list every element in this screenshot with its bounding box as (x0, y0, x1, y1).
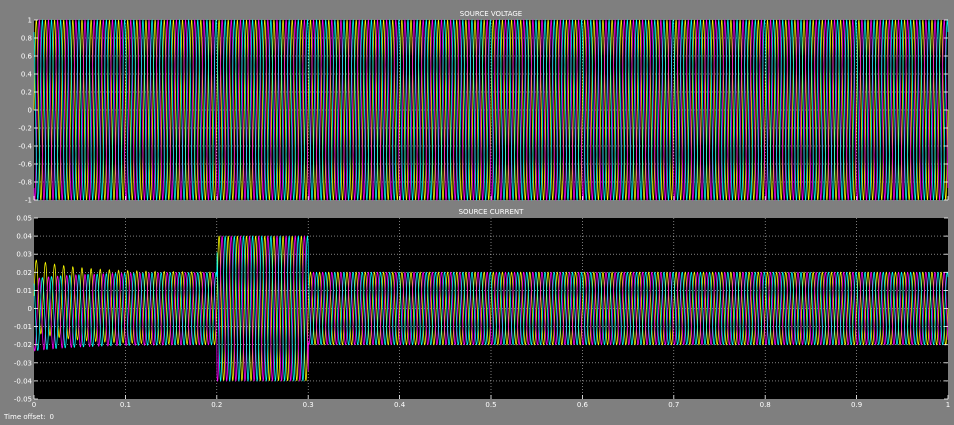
voltage-title: SOURCE VOLTAGE (460, 10, 522, 18)
current-x-tick-label: 0.3 (303, 401, 314, 409)
voltage-y-tick-label: -0.2 (18, 125, 32, 133)
voltage-y-tick-label: -0.8 (18, 179, 32, 187)
time-offset-label: Time offset: (4, 413, 46, 421)
time-offset-value: 0 (49, 413, 54, 421)
current-x-tick-label: 0.6 (577, 401, 589, 409)
voltage-y-tick-label: 0 (28, 107, 32, 115)
current-y-tick-label: 0 (28, 305, 32, 313)
voltage-y-tick-label: 1 (28, 17, 32, 25)
current-title: SOURCE CURRENT (459, 208, 525, 216)
current-trace-3 (33, 235, 949, 382)
current-trace-1 (33, 235, 949, 381)
current-x-tick-label: 0.5 (485, 401, 496, 409)
current-x-tick-label: 0.8 (760, 401, 771, 409)
current-y-tick-label: -0.01 (14, 323, 32, 331)
voltage-y-ticks: -1 -0.8 -0.6 -0.4 -0.2 0 0.2 0.4 0.6 0.8 1 (18, 17, 949, 205)
voltage-y-tick-label: 0.4 (21, 71, 33, 79)
current-y-tick-label: 0.02 (16, 269, 32, 277)
current-trace-2 (33, 235, 949, 382)
voltage-traces (33, 18, 949, 202)
voltage-y-tick-label: 0.8 (21, 35, 32, 43)
current-y-tick-label: 0.03 (16, 251, 32, 259)
current-x-tick-label: 0.1 (120, 401, 131, 409)
current-y-tick-label: -0.03 (14, 359, 32, 367)
current-x-ticks: 0 0.1 0.2 0.3 0.4 0.5 0.6 0.7 0.8 0.9 1 (32, 395, 950, 409)
voltage-y-tick-label: -1 (25, 197, 32, 205)
current-y-tick-label: 0.05 (16, 215, 32, 223)
current-y-tick-label: 0.01 (16, 287, 32, 295)
time-offset-readout: Time offset: 0 (4, 413, 58, 421)
current-y-tick-label: -0.05 (14, 396, 32, 404)
voltage-y-tick-label: 0.6 (21, 53, 33, 61)
current-traces (33, 235, 949, 382)
current-x-tick-label: 0.9 (851, 401, 862, 409)
voltage-trace-1 (33, 19, 949, 201)
voltage-trace-3 (33, 18, 949, 202)
current-panel: -0.05 -0.04 -0.03 -0.02 -0.01 0 0.01 0.02 0.03 0.… (14, 208, 950, 409)
current-y-tick-label: -0.04 (14, 377, 33, 385)
current-x-tick-label: 1 (946, 401, 950, 409)
voltage-panel: -1 -0.8 -0.6 -0.4 -0.2 0 0.2 0.4 0.6 0.8 1 SOURCE … (18, 10, 949, 205)
voltage-trace-2 (33, 18, 949, 202)
current-y-tick-label: -0.02 (14, 341, 32, 349)
voltage-y-tick-label: 0.2 (21, 89, 32, 97)
current-y-tick-label: 0.04 (16, 233, 32, 241)
voltage-y-tick-label: -0.4 (18, 143, 32, 151)
current-x-tick-label: 0.2 (211, 401, 222, 409)
current-x-tick-label: 0 (32, 401, 36, 409)
current-x-tick-label: 0.7 (668, 401, 679, 409)
current-x-tick-label: 0.4 (394, 401, 406, 409)
voltage-y-tick-label: -0.6 (18, 161, 32, 169)
current-y-ticks: -0.05 -0.04 -0.03 -0.02 -0.01 0 0.01 0.02 0.03 0.… (14, 215, 948, 404)
